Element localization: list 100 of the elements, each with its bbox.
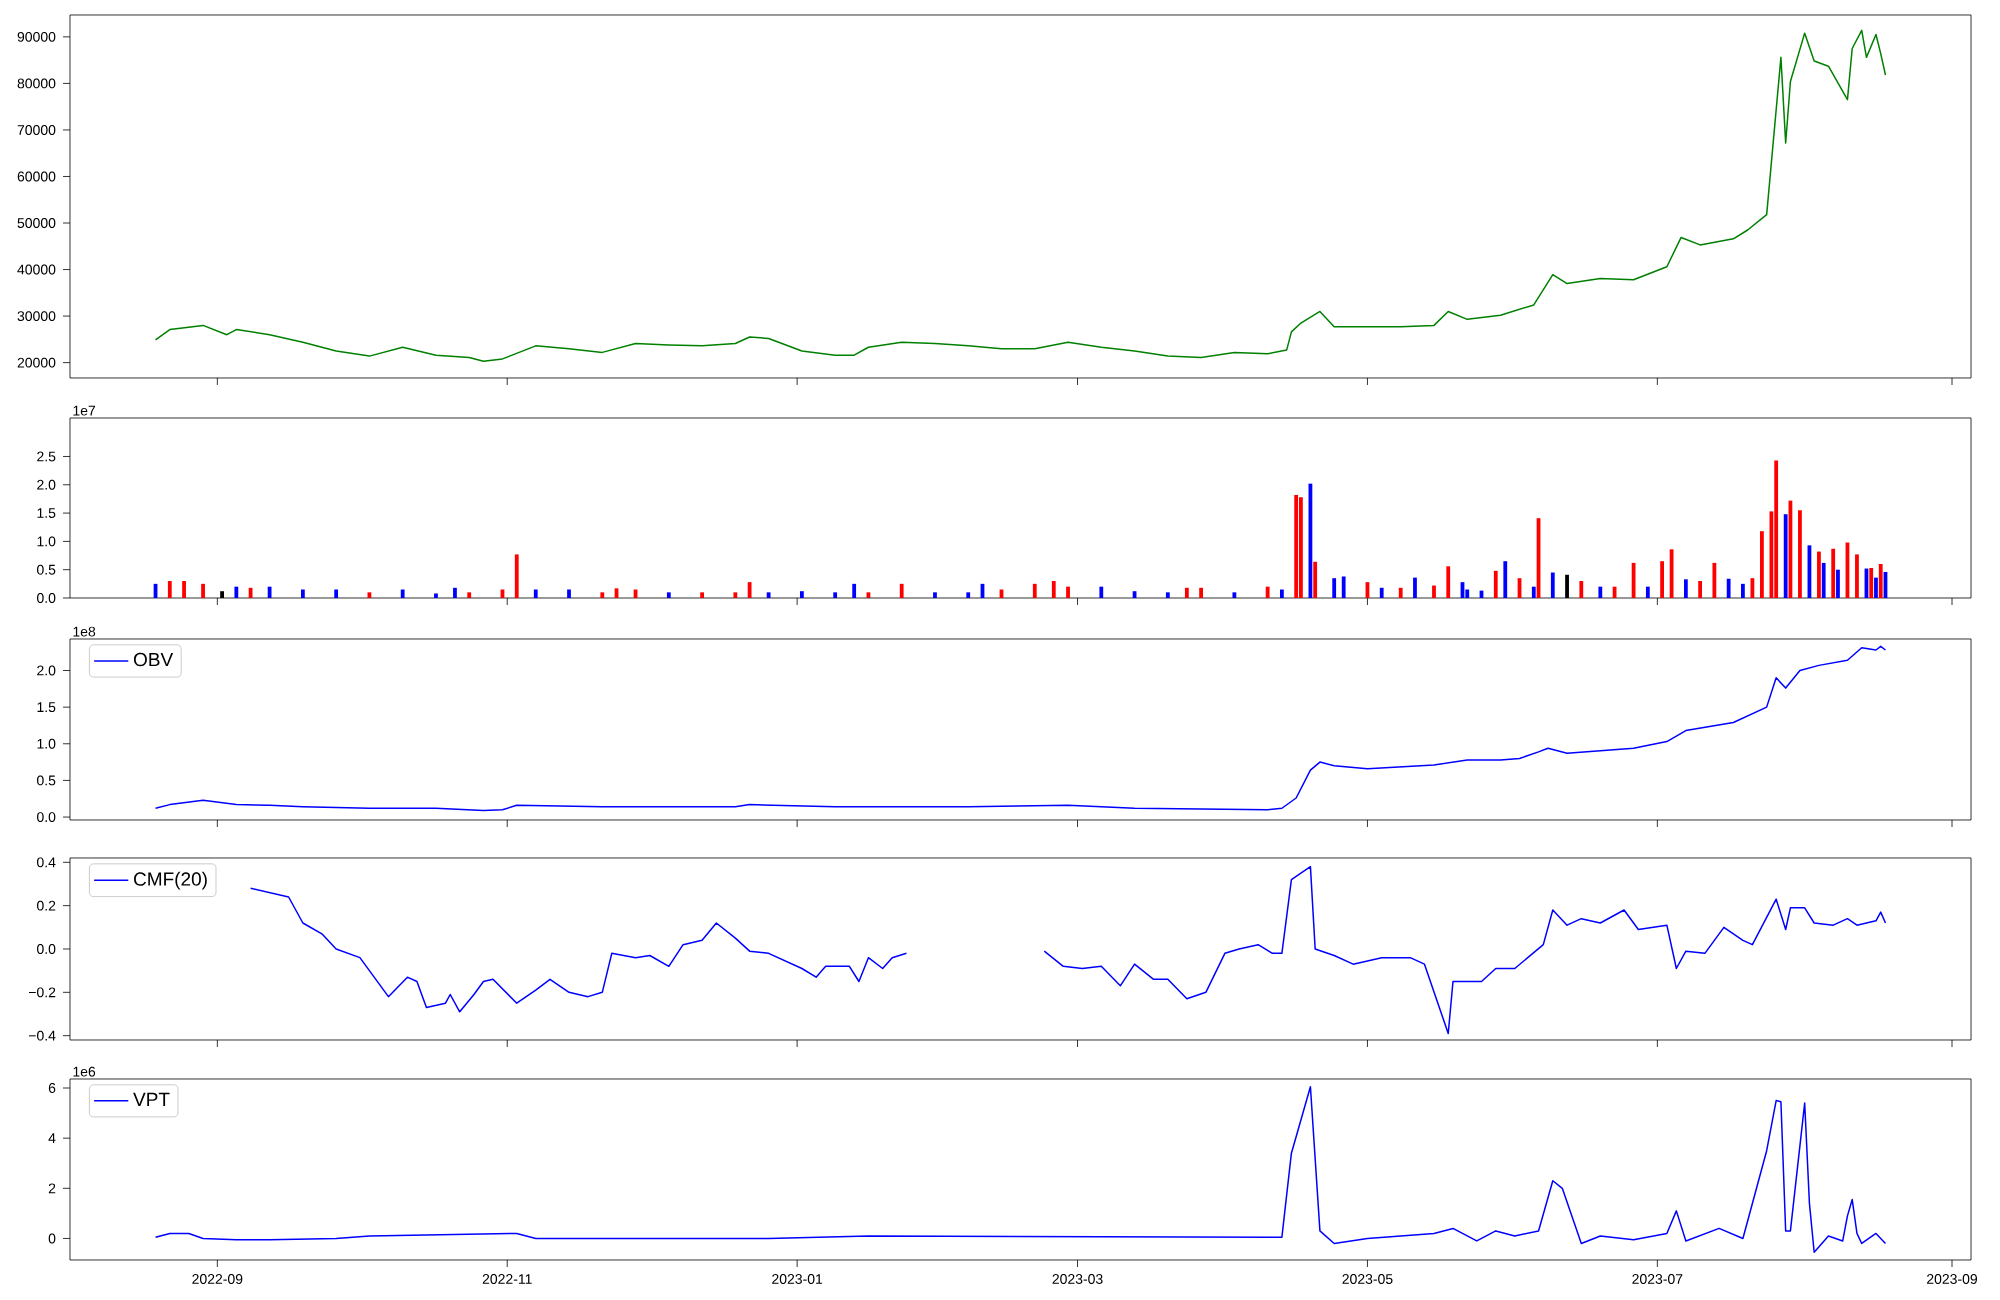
y-tick-label: 0.2	[37, 900, 56, 911]
bar	[567, 589, 571, 598]
bar	[766, 592, 771, 598]
bar	[747, 582, 752, 598]
bar	[1726, 578, 1731, 598]
y-tick-label: 90000	[17, 31, 56, 42]
bar	[1379, 587, 1384, 598]
legend-label: CMF(20)	[134, 871, 207, 890]
bar	[434, 593, 438, 598]
y-tick-label: 60000	[17, 171, 56, 182]
y-tick-label: 1.0	[37, 738, 56, 749]
bar	[1294, 494, 1299, 598]
x-tick-label: 2023-09	[1927, 1274, 1978, 1284]
bar	[899, 583, 904, 598]
y-tick-label: 1.5	[37, 702, 56, 713]
bar	[852, 583, 857, 598]
bar	[1798, 510, 1802, 598]
bar	[1184, 587, 1189, 598]
bar	[1712, 562, 1717, 598]
y-tick-label: 0.5	[37, 775, 56, 786]
bar	[1413, 577, 1417, 598]
x-tick-label: 2023-01	[772, 1274, 823, 1284]
y-tick-label: 4	[48, 1133, 56, 1143]
bar	[1332, 578, 1337, 598]
bar	[400, 589, 405, 598]
y-tick-label: 2	[48, 1183, 56, 1194]
y-tick-label: 0.0	[37, 944, 56, 954]
y-tick-label: −0.2	[28, 987, 56, 998]
bar	[1579, 581, 1584, 598]
bar	[514, 554, 519, 598]
bar	[1032, 583, 1037, 598]
y-tick-label: 6	[48, 1083, 56, 1093]
bar	[1280, 589, 1284, 598]
bar	[600, 592, 605, 598]
y-tick-label: 2.0	[37, 479, 56, 490]
bar	[1660, 561, 1664, 598]
bar	[1550, 572, 1555, 598]
y-tick-label: 20000	[17, 357, 56, 368]
legend-label: VPT	[133, 1092, 170, 1106]
bar	[700, 592, 704, 598]
bar	[1874, 577, 1878, 598]
y-tick-label: 70000	[17, 125, 56, 135]
bar	[1232, 592, 1237, 598]
bar	[467, 592, 472, 598]
bar	[1760, 531, 1764, 598]
bar	[1598, 586, 1603, 598]
bar	[453, 587, 457, 598]
bar	[234, 586, 239, 598]
bar	[833, 592, 838, 598]
bar	[1341, 576, 1346, 598]
y-tick-label: 0.0	[37, 593, 56, 603]
text: 1e8	[73, 626, 96, 637]
bar	[1869, 567, 1874, 598]
x-tick-label: 2022-09	[192, 1274, 243, 1284]
x-tick-label: 2023-07	[1632, 1274, 1683, 1284]
bar	[1265, 586, 1270, 598]
x-tick-label: 2023-03	[1052, 1274, 1103, 1284]
bar	[966, 592, 971, 598]
bar	[1313, 561, 1318, 598]
bar	[1446, 566, 1451, 598]
bar	[334, 589, 339, 598]
y-tick-label: 2.5	[37, 451, 56, 462]
bar	[799, 591, 804, 598]
bar	[201, 583, 205, 598]
bar	[1493, 570, 1498, 598]
bar	[1066, 586, 1070, 598]
bar	[1878, 564, 1883, 598]
bar	[1645, 586, 1650, 598]
bar	[1432, 585, 1436, 598]
bar	[533, 589, 538, 598]
bar	[1683, 579, 1688, 598]
y-tick-label: 30000	[17, 311, 56, 322]
bar	[167, 581, 172, 598]
bar	[1099, 586, 1104, 598]
text: 1e6	[73, 1066, 96, 1077]
x-tick-label: 2022-11	[482, 1274, 532, 1284]
y-tick-label: 0	[48, 1233, 56, 1244]
bar	[1855, 554, 1859, 598]
y-tick-label: 50000	[17, 218, 56, 228]
y-tick-label: 0.5	[37, 564, 56, 575]
bar	[1398, 587, 1403, 598]
bar	[182, 581, 186, 598]
bar	[248, 587, 253, 598]
y-tick-label: 80000	[17, 78, 56, 89]
bar	[1051, 581, 1056, 598]
y-tick-label: 1.0	[37, 536, 56, 547]
bar	[1817, 551, 1821, 598]
bar	[1821, 562, 1826, 598]
bar	[666, 592, 671, 598]
y-tick-label: 0.4	[37, 857, 56, 868]
y-tick-label: −0.4	[28, 1030, 56, 1041]
bar	[1831, 548, 1836, 598]
y-tick-label: 1.5	[37, 508, 56, 518]
bar	[1698, 581, 1703, 598]
bar	[1531, 586, 1536, 598]
bar	[1740, 583, 1745, 598]
bar	[1503, 561, 1508, 598]
bar	[1774, 460, 1779, 598]
bar	[1783, 514, 1788, 598]
y-tick-label: 40000	[17, 264, 56, 275]
